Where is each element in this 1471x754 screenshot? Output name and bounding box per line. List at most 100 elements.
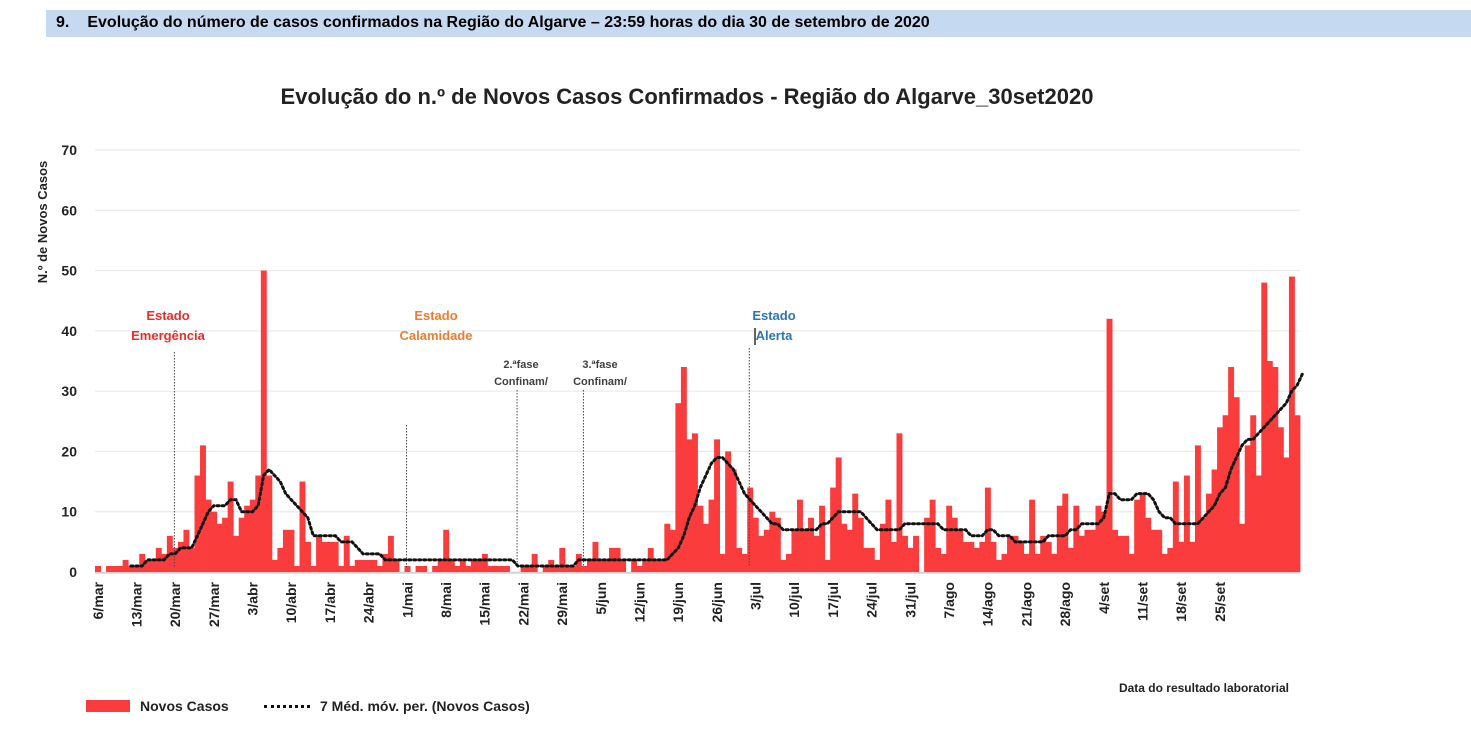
bar [288,529,295,572]
bar [293,565,300,572]
bar [133,565,140,572]
bar [360,559,367,572]
bar [216,523,223,572]
bar [332,541,339,572]
bar [758,535,765,572]
bar [675,403,682,572]
y-tick-label: 20 [61,443,77,459]
bar [1172,481,1179,572]
bar [1233,397,1240,572]
bar [658,559,665,572]
x-tick-label: 10/jul [786,582,802,618]
bar [603,559,610,572]
bar [581,565,588,572]
bar [1206,493,1212,572]
bar [570,565,577,572]
x-tick-label: 25/set [1212,582,1228,622]
bar [354,559,361,572]
x-tick-label: 4/set [1096,582,1112,614]
x-tick-label: 14/ago [980,582,996,626]
bar [631,559,638,572]
bar [443,529,450,572]
bar [1211,469,1218,572]
bar [459,559,466,572]
bar [305,541,311,572]
x-tick-label: 31/jul [902,582,918,618]
bar [1045,541,1052,572]
bar [857,517,864,572]
bar [874,559,881,572]
x-tick-label: 3/jul [748,582,764,610]
bar [907,547,914,572]
bar [752,517,759,572]
legend-item-bars: Novos Casos [86,698,229,714]
x-tick-label: 10/abr [283,581,299,623]
bar [382,553,389,572]
y-tick-label: 70 [61,142,77,158]
bar [266,475,273,572]
bar [1239,523,1246,572]
bar [846,529,853,572]
bar [1283,457,1290,572]
bar [824,559,831,572]
bar [697,505,704,572]
bar [1095,505,1102,572]
bar [1150,529,1157,572]
bar [586,559,593,572]
annotation-label: Estado [414,308,457,323]
chart-title: Evolução do n.º de Novos Casos Confirmad… [281,84,1094,109]
bar [559,547,566,572]
bar [1051,553,1058,572]
x-tick-label: 28/ago [1057,582,1073,626]
bar [1134,499,1141,572]
bar [338,565,345,572]
bar [924,517,931,572]
bar [1128,553,1135,572]
bar [128,565,135,572]
x-tick-label: 7/ago [941,582,957,619]
bar [1277,427,1284,572]
bar [896,433,903,572]
bar [205,499,212,572]
bar [487,565,494,572]
bar [349,565,356,572]
x-tick-label: 6/mar [90,581,106,619]
bar [719,553,726,572]
bar [498,565,505,572]
bar [1266,361,1273,572]
annotation-label: Confinam/ [494,376,548,388]
x-tick-label: 18/set [1173,582,1189,622]
legend-swatch-line [264,704,310,708]
bar [680,367,687,572]
bar [183,529,190,572]
bar [432,565,439,572]
bar [990,541,997,572]
bar [725,451,732,572]
bar [310,565,317,572]
y-tick-label: 30 [61,383,77,399]
bar [531,553,538,572]
bar [200,445,206,572]
bar [454,565,461,572]
bar [1034,553,1041,572]
x-tick-label: 19/jun [670,582,686,622]
bar [669,529,676,572]
legend-label-bars: Novos Casos [140,698,229,714]
annotation-label: Emergência [131,328,205,343]
bar [117,565,124,572]
bar [1089,529,1096,572]
x-tick-label: 17/jul [825,582,841,618]
x-tick-label: 5/jun [593,582,609,615]
bar [1001,553,1008,572]
bar [686,439,693,572]
bar [470,559,477,572]
annotation-label: Estado [752,308,795,323]
bar [1062,493,1069,572]
bar [769,511,776,572]
bar [1272,367,1279,572]
bar [863,547,870,572]
bar [1161,553,1168,572]
bar [736,547,743,572]
bar [841,523,848,572]
x-tick-label: 20/mar [167,581,183,627]
